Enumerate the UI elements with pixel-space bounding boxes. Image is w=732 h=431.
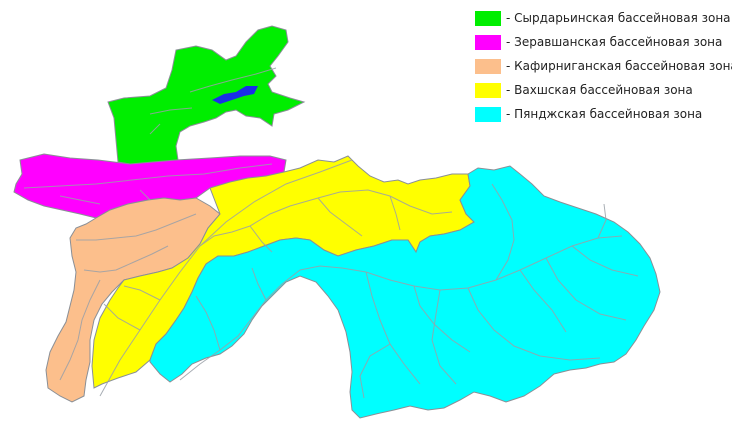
legend-label: - Пянджская бассейновая зона [506, 107, 703, 121]
legend-label: - Кафирниганская бассейновая зона [506, 59, 732, 73]
legend-swatch [475, 83, 501, 98]
legend-label: - Зеравшанская бассейновая зона [506, 35, 723, 49]
legend-swatch [475, 59, 501, 74]
zone-zeravshan [13, 153, 287, 219]
legend-label: - Вахшская бассейновая зона [506, 83, 693, 97]
legend-swatch [475, 35, 501, 50]
zone-panj [149, 165, 661, 419]
zone-syrdarya [107, 25, 306, 165]
legend-label: - Сырдарьинская бассейновая зона [506, 11, 731, 25]
legend-swatch [475, 107, 501, 122]
legend-swatch [475, 11, 501, 26]
zone-kafirnigan [45, 197, 221, 403]
lake-kayrakkum [212, 86, 258, 104]
river-network [23, 67, 639, 399]
